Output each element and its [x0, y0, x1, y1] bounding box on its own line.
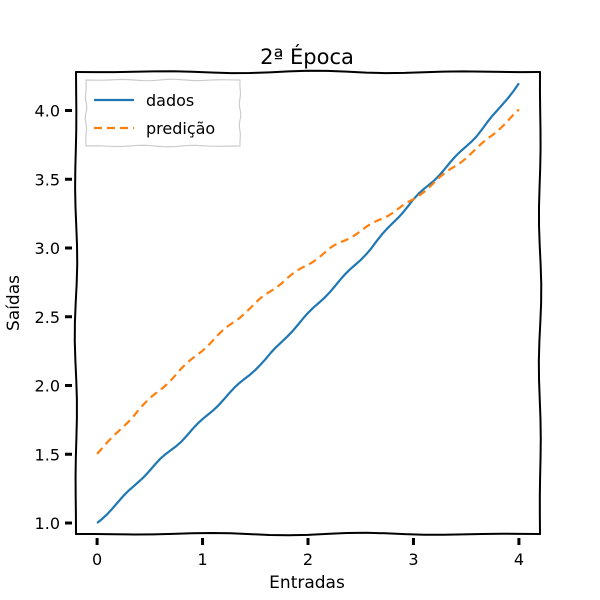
y-axis-label: Saídas: [4, 275, 24, 331]
y-axis-ticks: 1.0 1.5 2.0 2.5 3.0 3.5 4.0: [35, 102, 72, 533]
x-tick-label: 3: [408, 550, 418, 569]
x-axis-label: Entradas: [269, 573, 345, 593]
series-line-1: [96, 82, 520, 524]
y-tick-label: 3.5: [35, 170, 60, 189]
x-tick-label: 2: [303, 550, 313, 569]
frame-left: [73, 71, 79, 535]
legend-label-2: predição: [146, 119, 215, 138]
x-axis-ticks: 0 1 2 3 4: [92, 538, 524, 569]
y-tick-label: 1.5: [35, 445, 60, 464]
series-line-2: [96, 108, 520, 455]
legend: dados predição: [84, 78, 242, 148]
y-tick-label: 2.5: [35, 308, 60, 327]
x-tick-label: 1: [197, 550, 207, 569]
chart-title: 2ª Época: [260, 44, 354, 69]
frame-top: [75, 69, 541, 75]
legend-label-1: dados: [146, 91, 194, 110]
x-tick-label: 0: [92, 550, 102, 569]
y-tick-label: 1.0: [35, 514, 60, 533]
legend-box: [84, 78, 242, 148]
y-tick-label: 4.0: [35, 102, 60, 121]
y-tick-label: 3.0: [35, 239, 60, 258]
frame-right: [537, 71, 543, 535]
x-tick-label: 4: [514, 550, 524, 569]
frame-bottom: [75, 531, 541, 537]
plot-frame: [73, 69, 543, 537]
y-tick-label: 2.0: [35, 377, 60, 396]
series-layer: [96, 82, 520, 524]
